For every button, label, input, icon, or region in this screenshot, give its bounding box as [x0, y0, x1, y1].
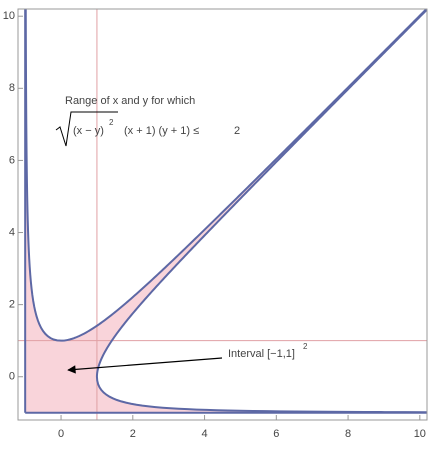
y-tick-label: 0 — [9, 371, 15, 383]
y-tick-label: 6 — [9, 154, 15, 166]
x-tick-label: 6 — [273, 428, 279, 440]
x-tick-label: 8 — [345, 428, 351, 440]
plot-area — [18, 9, 427, 420]
boundary-upper — [24, 9, 427, 342]
y-tick-label: 2 — [9, 299, 15, 311]
x-tick-label: 2 — [130, 428, 136, 440]
arrow — [67, 357, 223, 374]
formula-power: 2 — [109, 118, 114, 127]
x-tick-label: 4 — [201, 428, 207, 440]
y-tick-label: 8 — [9, 82, 15, 94]
formula-rest: (x + 1) (y + 1) ≤ — [124, 125, 199, 137]
annotation: Range of x and y for which — [65, 95, 195, 107]
interval-power: 2 — [303, 342, 308, 351]
formula-diff: (x − y) — [73, 125, 104, 137]
y-tick-label: 4 — [9, 226, 15, 238]
formula-bound: 2 — [234, 125, 240, 137]
x-tick-label: 0 — [58, 428, 64, 440]
y-tick-label: 10 — [3, 10, 15, 22]
boundary-lower — [95, 9, 427, 414]
frame — [17, 8, 428, 421]
sqrt-sign — [55, 111, 118, 147]
x-tick-label: 10 — [414, 428, 426, 440]
interval-label: Interval [−1,1] — [228, 348, 295, 360]
